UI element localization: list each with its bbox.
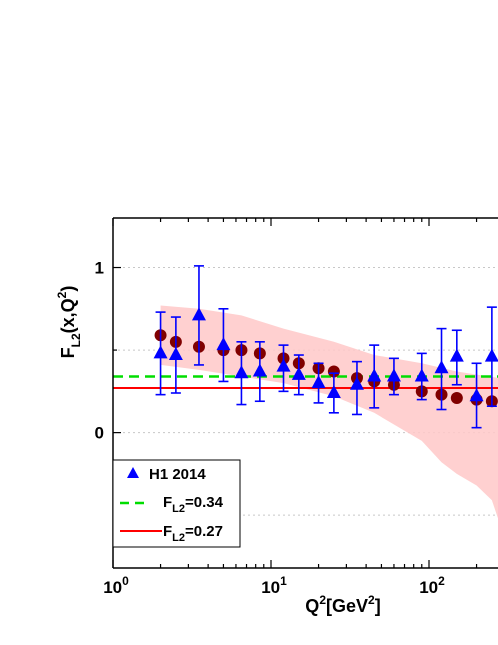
h1-marker — [168, 347, 183, 361]
h1-marker — [449, 348, 464, 362]
h1-marker — [414, 368, 429, 382]
h1-data-point — [311, 362, 326, 404]
h1-data-point — [234, 341, 249, 406]
x-axis-label: Q2[GeV2] — [305, 593, 380, 616]
h1-marker — [311, 375, 326, 389]
model-uncertainty-band — [160, 305, 498, 519]
y-tick-labels: 1 0 — [95, 259, 104, 443]
h1-data-point — [349, 360, 364, 416]
model-point — [450, 391, 463, 404]
h1-data-point — [386, 357, 401, 396]
h1-marker — [234, 365, 249, 379]
axis-ticks — [112, 218, 478, 568]
legend-entry-green: FL2=0.34 — [163, 494, 224, 515]
legend-marker-h1 — [127, 467, 139, 478]
legend: H1 2014 FL2=0.34 FL2=0.27 — [112, 459, 241, 548]
h1-marker — [434, 360, 449, 374]
data-points — [153, 265, 498, 429]
h1-data-point — [484, 306, 498, 408]
h1-marker — [367, 368, 382, 382]
h1-marker — [252, 363, 267, 377]
h1-data-point — [153, 311, 168, 396]
x-tick-label: 102 — [419, 574, 445, 597]
h1-data-point — [414, 352, 429, 401]
h1-data-point — [367, 344, 382, 409]
y-axis-label: FL2(x,Q2) — [55, 286, 83, 359]
h1-marker — [469, 388, 484, 402]
x-tick-labels: 100 101 102 — [103, 574, 445, 597]
h1-marker — [484, 348, 498, 362]
h1-data-point — [449, 329, 464, 386]
h1-data-point — [168, 316, 183, 394]
h1-data-point — [291, 354, 306, 396]
h1-marker — [349, 376, 364, 390]
h1-marker — [386, 368, 401, 382]
h1-data-point — [434, 327, 449, 411]
h1-marker — [191, 307, 206, 321]
h1-data-point — [326, 372, 341, 414]
h1-marker — [326, 385, 341, 398]
legend-entry-red: FL2=0.27 — [163, 523, 223, 544]
h1-marker — [291, 366, 306, 380]
h1-marker — [153, 345, 168, 359]
h1-marker — [276, 358, 291, 372]
h1-data-point — [469, 362, 484, 429]
x-tick-label: 100 — [103, 574, 129, 597]
h1-data-point — [252, 341, 267, 403]
x-tick-label: 101 — [261, 574, 287, 597]
model-point — [327, 365, 340, 378]
legend-entry-h1: H1 2014 — [149, 466, 206, 483]
h1-data-point — [276, 344, 291, 393]
y-tick-label: 0 — [95, 424, 104, 443]
h1-data-point — [216, 308, 231, 383]
h1-data-point — [191, 265, 206, 366]
y-tick-label: 1 — [95, 259, 104, 278]
h1-marker — [216, 337, 231, 351]
